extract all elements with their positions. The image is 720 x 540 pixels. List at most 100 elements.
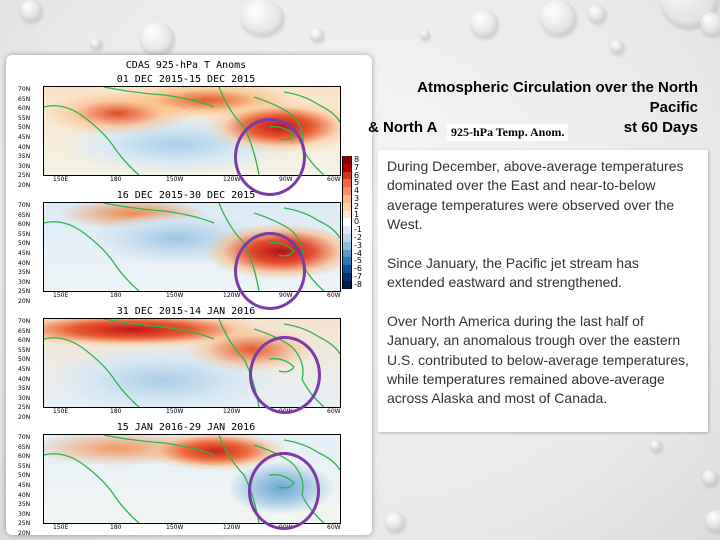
slide-title: Atmospheric Circulation over the North P… [358,78,698,118]
latitude-label: 30N [18,510,31,518]
longitude-label: 150W [166,524,184,531]
longitude-label: 180 [110,524,122,531]
colorbar-label: 5 [354,178,360,188]
description-textbox: During December, above-average temperatu… [378,150,708,432]
latitude-label: 30N [18,278,31,286]
latitude-label: 65N [18,211,31,219]
latitude-label: 55N [18,346,31,354]
latitude-label: 25N [18,288,31,296]
map-period-title: 15 JAN 2016-29 JAN 2016 [116,422,256,433]
colorbar-swatch [342,272,352,281]
latitude-label: 20N [18,529,31,537]
highlight-circle [234,232,306,310]
latitude-label: 25N [18,404,31,412]
longitude-label: 60W [327,176,341,183]
longitude-label: 120W [223,408,241,415]
longitude-label: 150E [53,524,69,531]
colorbar-swatch [342,280,352,289]
colorbar-label: -5 [354,256,362,266]
colorbar-label: 2 [354,201,360,211]
latitude-label: 45N [18,133,31,141]
colorbar-swatch [342,202,352,211]
colorbar-label: -2 [354,232,362,242]
latitude-label: 25N [18,172,31,180]
colorbar-label: 3 [354,193,360,203]
latitude-label: 50N [18,472,31,480]
latitude-label: 20N [18,181,31,189]
latitude-labels: 70N 65N 60N 55N 50N 45N 40N 35N 30N 25N 20N [18,85,42,191]
paragraph-december: During December, above-average temperatu… [387,158,684,232]
temperature-anomaly-maps: CDAS 925-hPa T Anoms 01 DEC 2015-15 DEC 2… [16,60,362,537]
colorbar-label: -8 [354,279,362,289]
colorbar-label: -4 [354,248,362,258]
latitude-label: 20N [18,297,31,305]
latitude-label: 40N [18,491,31,499]
paragraph-january: Over North America during the last half … [387,313,689,407]
colorbar-swatch [342,187,352,195]
colorbar-swatch [342,210,352,219]
latitude-label: 40N [18,375,31,383]
longitude-label: 150E [53,408,69,415]
colorbar-swatch [342,171,352,180]
latitude-label: 35N [18,153,31,161]
colorbar-label: 8 [354,155,360,164]
decorative-droplet [705,510,720,532]
decorative-droplet [650,440,662,452]
latitude-label: 50N [18,356,31,364]
latitude-label: 60N [18,105,31,113]
colorbar-label: -6 [354,264,362,274]
decorative-droplet [90,38,102,50]
longitude-label: 60W [327,292,341,299]
colorbar-label: 1 [354,209,360,219]
latitude-label: 60N [18,221,31,229]
latitude-label: 35N [18,501,31,509]
colorbar-label: -7 [354,271,362,281]
title-line-3: & North A st 60 Days [368,118,698,138]
map-period-title: 01 DEC 2015-15 DEC 2015 [116,74,256,85]
longitude-label: 150E [53,292,69,299]
latitude-label: 55N [18,462,31,470]
latitude-label: 65N [18,95,31,103]
latitude-label: 45N [18,481,31,489]
longitude-label: 120W [223,176,241,183]
latitude-label: 70N [18,202,31,209]
longitude-label: 150W [166,292,184,299]
decorative-droplet [20,0,42,22]
colorbar-swatch [342,163,352,172]
decorative-droplet [610,40,624,54]
longitude-label: 60W [327,524,341,531]
latitude-label: 70N [18,434,31,441]
map-period-title: 16 DEC 2015-30 DEC 2015 [116,190,256,201]
highlight-circle [248,452,320,530]
highlight-circle [234,118,306,196]
latitude-label: 65N [18,443,31,451]
colorbar-label: -1 [354,225,362,235]
colorbar-swatch [342,257,352,266]
decorative-droplet [588,5,606,23]
longitude-label: 60W [327,408,341,415]
latitude-label: 70N [18,318,31,325]
decorative-droplet [700,12,720,36]
latitude-label: 40N [18,259,31,267]
decorative-droplet [240,0,284,36]
latitude-labels: 70N 65N 60N 55N 50N 45N 40N 35N 30N 25N 20N [18,317,42,423]
latitude-label: 55N [18,114,31,122]
latitude-label: 25N [18,520,31,528]
latitude-label: 60N [18,337,31,345]
latitude-label: 55N [18,230,31,238]
colorbar [342,156,352,289]
latitude-label: 60N [18,453,31,461]
latitude-label: 20N [18,413,31,421]
colorbar-swatch [342,249,352,258]
colorbar-swatch [342,226,352,234]
decorative-droplet [702,470,718,486]
highlight-circle [249,336,321,414]
latitude-labels: 70N 65N 60N 55N 50N 45N 40N 35N 30N 25N 20N [18,433,42,539]
latitude-label: 30N [18,394,31,402]
latitude-label: 45N [18,249,31,257]
decorative-droplet [470,10,498,38]
latitude-label: 50N [18,124,31,132]
latitude-label: 35N [18,385,31,393]
colorbar-swatch [342,233,352,242]
longitude-label: 150W [166,408,184,415]
